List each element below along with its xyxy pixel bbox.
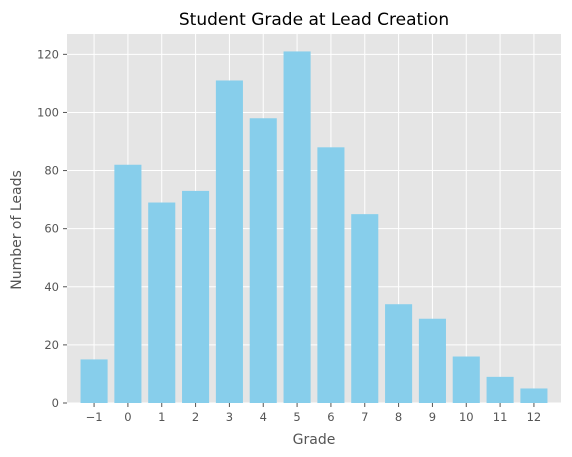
x-tick-label: 6 — [327, 410, 334, 424]
bar-grade-8 — [385, 304, 413, 403]
y-tick-label: 100 — [37, 105, 59, 119]
chart-title: Student Grade at Lead Creation — [179, 10, 449, 30]
y-tick-label: 20 — [44, 338, 59, 352]
bar-grade-6 — [317, 147, 345, 403]
x-tick-label: −1 — [86, 410, 103, 424]
y-tick-label: 40 — [44, 280, 59, 294]
y-tick-label: 60 — [44, 222, 59, 236]
x-tick-label: 11 — [493, 410, 508, 424]
x-tick-label: 5 — [293, 410, 300, 424]
bar-grade-11 — [486, 376, 514, 403]
y-axis-ticks: 0 20 40 60 80 100 120 — [37, 47, 67, 410]
y-tick-label: 0 — [52, 396, 59, 410]
bar-grade-0 — [114, 164, 142, 403]
x-tick-label: 3 — [226, 410, 233, 424]
x-axis-ticks: −1 0 1 2 3 4 5 6 7 8 9 10 11 12 — [86, 403, 542, 424]
bar-grade-9 — [418, 318, 446, 403]
x-tick-label: 12 — [527, 410, 542, 424]
bar-grade-−1 — [80, 359, 108, 403]
x-tick-label: 9 — [429, 410, 436, 424]
y-tick-label: 80 — [44, 164, 59, 178]
y-tick-label: 120 — [37, 47, 59, 61]
y-axis-label: Number of Leads — [9, 170, 25, 290]
x-tick-label: 1 — [158, 410, 165, 424]
x-tick-label: 8 — [395, 410, 402, 424]
bar-grade-2 — [182, 190, 210, 403]
x-tick-label: 4 — [260, 410, 267, 424]
x-tick-label: 10 — [459, 410, 474, 424]
x-tick-label: 7 — [361, 410, 368, 424]
x-axis-label: Grade — [293, 432, 336, 448]
bars — [80, 51, 548, 404]
x-tick-label: 2 — [192, 410, 199, 424]
bar-grade-10 — [452, 356, 480, 403]
bar-grade-12 — [520, 388, 548, 403]
bar-grade-1 — [148, 202, 176, 403]
x-tick-label: 0 — [124, 410, 131, 424]
bar-grade-5 — [283, 51, 311, 403]
bar-grade-3 — [215, 80, 243, 403]
bar-grade-4 — [249, 118, 277, 404]
bar-grade-7 — [351, 214, 379, 403]
